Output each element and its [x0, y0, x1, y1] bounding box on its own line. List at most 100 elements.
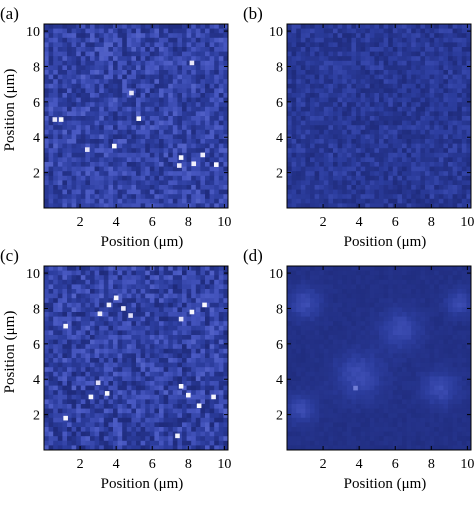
- heatmap-cell: [434, 190, 439, 195]
- heatmap-cell: [159, 190, 164, 195]
- heatmap-cell: [420, 111, 425, 116]
- heatmap-cell: [81, 427, 86, 432]
- heatmap-cell: [356, 33, 361, 38]
- heatmap-cell: [453, 199, 458, 204]
- x-tick-label: 8: [428, 215, 435, 230]
- heatmap-cell: [384, 157, 389, 162]
- heatmap-cell: [287, 56, 292, 61]
- heatmap-cell: [182, 24, 187, 29]
- heatmap-cell: [150, 84, 155, 89]
- heatmap-cell: [407, 98, 412, 103]
- heatmap-cell: [292, 167, 297, 172]
- heatmap-cell: [99, 93, 104, 98]
- heatmap-cell: [150, 284, 155, 289]
- heatmap-cell: [85, 335, 90, 340]
- heatmap-cell: [388, 121, 393, 126]
- heatmap-cell: [407, 116, 412, 121]
- heatmap-cell: [159, 289, 164, 294]
- heatmap-cell: [347, 38, 352, 43]
- heatmap-cell: [200, 280, 205, 285]
- heatmap-cell: [118, 121, 123, 126]
- heatmap-cell: [99, 340, 104, 345]
- heatmap-cell: [196, 52, 201, 57]
- heatmap-cell: [122, 422, 127, 427]
- heatmap-cell: [448, 84, 453, 89]
- heatmap-cell: [416, 125, 421, 130]
- heatmap-cell: [191, 427, 196, 432]
- heatmap-cell: [136, 372, 141, 377]
- heatmap-cell: [58, 107, 63, 112]
- y-axis-title: Position (μm): [2, 69, 18, 152]
- heatmap-cell: [453, 107, 458, 112]
- heatmap-cell: [150, 38, 155, 43]
- heatmap-cell: [67, 271, 72, 276]
- bright-pixel: [107, 303, 112, 308]
- heatmap-cell: [416, 139, 421, 144]
- heatmap-cell: [168, 144, 173, 149]
- heatmap-cell: [62, 84, 67, 89]
- heatmap-cell: [76, 358, 81, 363]
- heatmap-cell: [407, 65, 412, 70]
- heatmap-cell: [95, 298, 100, 303]
- heatmap-cell: [365, 111, 370, 116]
- heatmap-cell: [310, 116, 315, 121]
- heatmap-cell: [457, 98, 462, 103]
- heatmap-cell: [145, 56, 150, 61]
- heatmap-cell: [379, 144, 384, 149]
- heatmap-cell: [301, 111, 306, 116]
- heatmap-cell: [53, 162, 58, 167]
- heatmap-cell: [388, 167, 393, 172]
- heatmap-cell: [113, 271, 118, 276]
- heatmap-cell: [457, 52, 462, 57]
- heatmap-cell: [310, 144, 315, 149]
- heatmap-cell: [210, 180, 215, 185]
- heatmap-cell: [333, 199, 338, 204]
- heatmap-cell: [159, 390, 164, 395]
- heatmap-cell: [219, 372, 224, 377]
- heatmap-cell: [173, 116, 178, 121]
- heatmap-cell: [305, 180, 310, 185]
- heatmap-cell: [443, 157, 448, 162]
- heatmap-cell: [113, 180, 118, 185]
- heatmap-cell: [453, 102, 458, 107]
- heatmap-cell: [347, 88, 352, 93]
- heatmap-cell: [85, 121, 90, 126]
- heatmap-cell: [182, 367, 187, 372]
- heatmap-cell: [164, 162, 169, 167]
- heatmap-cell: [187, 84, 192, 89]
- heatmap-cell: [200, 413, 205, 418]
- heatmap-cell: [141, 148, 146, 153]
- heatmap-cell: [388, 65, 393, 70]
- heatmap-cell: [145, 330, 150, 335]
- heatmap-cell: [292, 47, 297, 52]
- heatmap-cell: [164, 399, 169, 404]
- heatmap-cell: [177, 422, 182, 427]
- heatmap-cell: [361, 56, 366, 61]
- heatmap-cell: [118, 390, 123, 395]
- heatmap-cell: [81, 358, 86, 363]
- heatmap-cell: [67, 199, 72, 204]
- heatmap-cell: [191, 349, 196, 354]
- heatmap-cell: [76, 404, 81, 409]
- heatmap-cell: [351, 130, 356, 135]
- heatmap-cell: [196, 427, 201, 432]
- heatmap-cell: [187, 409, 192, 414]
- heatmap-cell: [333, 52, 338, 57]
- heatmap-cell: [457, 153, 462, 158]
- heatmap-cell: [196, 180, 201, 185]
- heatmap-cell: [397, 47, 402, 52]
- heatmap-cell: [177, 125, 182, 130]
- heatmap-cell: [53, 280, 58, 285]
- heatmap-cell: [462, 61, 467, 66]
- heatmap-cell: [196, 47, 201, 52]
- heatmap-cell: [411, 116, 416, 121]
- heatmap-cell: [342, 61, 347, 66]
- heatmap-cell: [168, 280, 173, 285]
- heatmap-cell: [462, 125, 467, 130]
- heatmap-cell: [434, 98, 439, 103]
- heatmap-cell: [196, 386, 201, 391]
- heatmap-cell: [210, 441, 215, 446]
- heatmap-cell: [182, 330, 187, 335]
- heatmap-cell: [173, 176, 178, 181]
- heatmap-cell: [90, 340, 95, 345]
